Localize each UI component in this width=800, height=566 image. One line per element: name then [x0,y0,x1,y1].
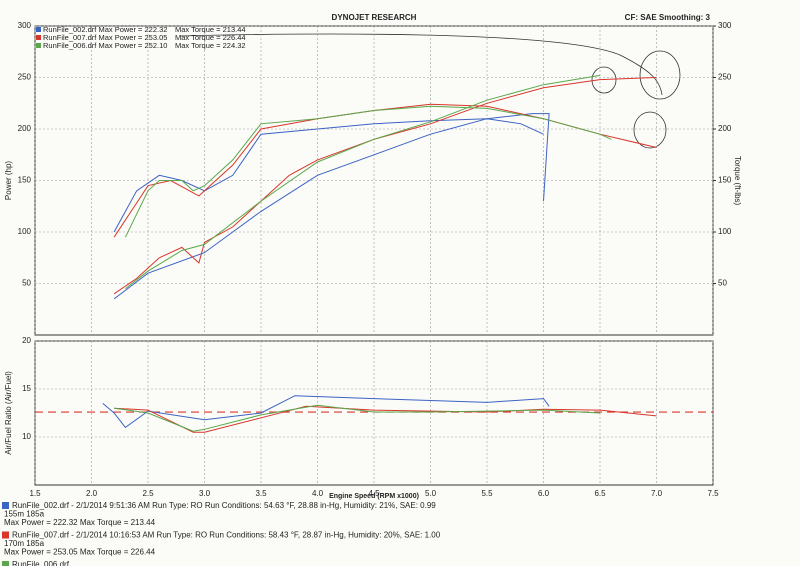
x-tick-label: 2.5 [142,489,154,498]
y2-axis-label: Torque (ft-lbs) [733,156,742,206]
data-line [114,404,601,432]
x-tick-label: 5.0 [425,489,437,498]
x-tick-label: 3.5 [255,489,267,498]
y-tick-label: 150 [18,176,32,185]
hand-circle [633,111,667,149]
note-text: 155m 185a [4,510,45,519]
data-line [124,105,612,238]
note-text: Max Power = 222.32 Max Torque = 213.44 [4,518,156,527]
x-tick-label: 7.0 [651,489,663,498]
legend-label: RunFile_002.drf Max Power = 222.32 [43,25,167,34]
hand-mark [179,33,663,96]
y-axis-label: Power (hp) [4,161,13,200]
y2-tick-label: 50 [718,279,727,288]
legend-swatch [36,43,41,48]
note-swatch [2,531,9,539]
header-title: DYNOJET RESEARCH [332,13,417,22]
hand-circle [639,50,681,100]
y-tick-label: 300 [18,21,32,30]
y-tick-label: 10 [22,432,31,441]
y-tick-label: 15 [22,384,31,393]
y2-tick-label: 100 [718,227,732,236]
note-swatch [2,561,9,566]
data-line [113,77,657,295]
data-line [113,118,544,233]
x-tick-label: 4.0 [312,489,324,498]
legend-swatch [36,27,41,32]
data-line [102,395,550,429]
note-text: 170m 185a [4,539,45,548]
hand-circle [591,66,617,94]
legend-swatch [36,35,41,40]
y-tick-label: 20 [22,336,31,345]
x-tick-label: 6.5 [594,489,606,498]
y2-tick-label: 250 [718,73,732,82]
note-text: RunFile_007.drf - 2/1/2014 10:16:53 AM R… [12,531,441,540]
note-text: Max Power = 253.05 Max Torque = 226.44 [4,548,156,557]
x-tick-label: 3.0 [199,489,211,498]
x-tick-label: 7.5 [707,489,719,498]
note-text: RunFile_002.drf - 2/1/2014 9:51:36 AM Ru… [12,501,436,510]
x-tick-label: 5.5 [481,489,493,498]
legend-label: Max Torque = 226.44 [175,33,246,42]
y2-tick-label: 200 [718,124,732,133]
note-text: RunFile_006.drf [12,560,70,566]
header-settings: CF: SAE Smoothing: 3 [625,13,711,22]
legend-label: RunFile_006.drf Max Power = 252.10 [43,41,167,50]
x-tick-label: 2.0 [86,489,98,498]
y-axis-label: Air/Fuel Ratio (Air/Fuel) [4,371,13,455]
x-axis-label: Engine Speed (RPM x1000) [329,493,419,500]
x-tick-label: 6.0 [538,489,550,498]
y-tick-label: 250 [18,73,32,82]
legend-label: Max Torque = 224.32 [175,41,246,50]
data-line [114,405,657,433]
data-line [113,103,657,238]
x-tick-label: 1.5 [29,489,41,498]
legend-label: RunFile_007.drf Max Power = 253.05 [43,33,167,42]
y2-tick-label: 150 [718,176,732,185]
data-line [125,74,601,289]
x-tick-label: 4.5 [368,489,380,498]
y2-tick-label: 300 [718,21,732,30]
legend-label: Max Torque = 213.44 [175,25,246,34]
y-tick-label: 100 [18,227,32,236]
note-swatch [2,502,9,509]
y-tick-label: 50 [22,279,31,288]
y-tick-label: 200 [18,124,32,133]
data-line [113,113,550,300]
